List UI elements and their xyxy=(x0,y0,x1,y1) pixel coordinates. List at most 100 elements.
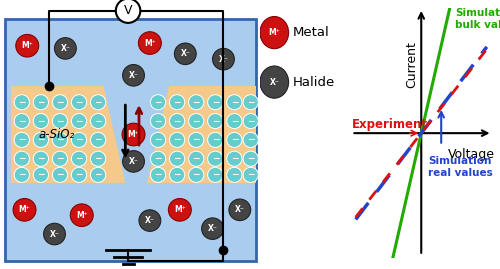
Circle shape xyxy=(52,151,68,166)
Text: −: − xyxy=(76,116,83,126)
Text: −: − xyxy=(212,116,219,126)
Circle shape xyxy=(150,132,166,147)
Circle shape xyxy=(122,65,144,86)
Text: −: − xyxy=(230,98,238,107)
Text: −: − xyxy=(174,116,181,126)
Text: −: − xyxy=(94,98,102,107)
Circle shape xyxy=(33,132,48,147)
Circle shape xyxy=(13,199,36,221)
Text: a-SiO₂: a-SiO₂ xyxy=(38,128,74,141)
Circle shape xyxy=(226,114,242,129)
Circle shape xyxy=(170,132,185,147)
Circle shape xyxy=(243,95,258,110)
Circle shape xyxy=(174,43,196,65)
Circle shape xyxy=(188,132,204,147)
Circle shape xyxy=(90,167,106,182)
Text: M⁺: M⁺ xyxy=(174,205,186,214)
Circle shape xyxy=(170,167,185,182)
Text: −: − xyxy=(230,154,238,163)
Circle shape xyxy=(202,218,224,239)
Text: X⁻: X⁻ xyxy=(180,49,190,58)
Text: −: − xyxy=(37,170,44,179)
Text: −: − xyxy=(56,135,64,144)
Circle shape xyxy=(14,95,30,110)
Circle shape xyxy=(72,132,86,147)
Text: −: − xyxy=(76,98,83,107)
Circle shape xyxy=(90,114,106,129)
Text: X⁻: X⁻ xyxy=(50,229,59,239)
Text: M⁺: M⁺ xyxy=(144,38,156,48)
Text: M⁺: M⁺ xyxy=(268,28,280,37)
Circle shape xyxy=(138,32,162,54)
Circle shape xyxy=(90,151,106,166)
Text: X⁻: X⁻ xyxy=(128,157,138,166)
Circle shape xyxy=(243,114,258,129)
Circle shape xyxy=(226,151,242,166)
Text: X⁻: X⁻ xyxy=(145,216,155,225)
Circle shape xyxy=(72,95,86,110)
Text: V: V xyxy=(124,4,132,17)
Circle shape xyxy=(14,114,30,129)
Circle shape xyxy=(72,114,86,129)
Text: −: − xyxy=(247,135,254,144)
Text: X⁻: X⁻ xyxy=(270,77,279,87)
Text: −: − xyxy=(247,98,254,107)
Circle shape xyxy=(116,0,140,23)
Circle shape xyxy=(260,66,288,98)
Text: −: − xyxy=(192,98,200,107)
Circle shape xyxy=(188,114,204,129)
Polygon shape xyxy=(147,86,256,183)
Text: −: − xyxy=(247,116,254,126)
Text: −: − xyxy=(18,135,26,144)
Text: −: − xyxy=(37,116,44,126)
Circle shape xyxy=(150,151,166,166)
Text: −: − xyxy=(174,98,181,107)
Text: −: − xyxy=(230,135,238,144)
Polygon shape xyxy=(11,86,126,183)
Text: X⁻: X⁻ xyxy=(235,205,244,214)
Circle shape xyxy=(90,95,106,110)
Circle shape xyxy=(52,167,68,182)
Circle shape xyxy=(188,167,204,182)
Text: −: − xyxy=(94,116,102,126)
Circle shape xyxy=(52,114,68,129)
Circle shape xyxy=(54,38,76,59)
Circle shape xyxy=(150,167,166,182)
Text: Voltage: Voltage xyxy=(448,148,494,161)
Text: M⁺: M⁺ xyxy=(76,211,88,220)
Circle shape xyxy=(168,199,192,221)
Circle shape xyxy=(33,167,48,182)
Text: M⁺: M⁺ xyxy=(22,41,33,50)
Circle shape xyxy=(122,151,144,172)
Circle shape xyxy=(139,210,161,231)
Circle shape xyxy=(208,114,223,129)
Circle shape xyxy=(208,151,223,166)
Circle shape xyxy=(188,95,204,110)
Text: −: − xyxy=(230,170,238,179)
Text: −: − xyxy=(94,154,102,163)
Circle shape xyxy=(208,95,223,110)
Circle shape xyxy=(122,123,145,146)
Text: Metal: Metal xyxy=(293,26,330,39)
Text: −: − xyxy=(154,154,162,163)
Circle shape xyxy=(188,151,204,166)
Text: −: − xyxy=(192,154,200,163)
Text: −: − xyxy=(76,135,83,144)
Text: M⁺: M⁺ xyxy=(18,205,30,214)
Circle shape xyxy=(44,223,66,245)
Text: −: − xyxy=(192,116,200,126)
Circle shape xyxy=(52,132,68,147)
Text: −: − xyxy=(154,98,162,107)
Text: Simulation
real values: Simulation real values xyxy=(428,156,493,178)
Text: −: − xyxy=(174,135,181,144)
Text: −: − xyxy=(174,170,181,179)
Text: X⁻: X⁻ xyxy=(218,55,228,64)
Text: Experiment: Experiment xyxy=(352,118,428,131)
Text: −: − xyxy=(18,170,26,179)
Text: −: − xyxy=(56,170,64,179)
Text: Current: Current xyxy=(405,41,418,88)
Text: −: − xyxy=(247,170,254,179)
Text: −: − xyxy=(18,116,26,126)
Circle shape xyxy=(226,167,242,182)
Circle shape xyxy=(33,114,48,129)
